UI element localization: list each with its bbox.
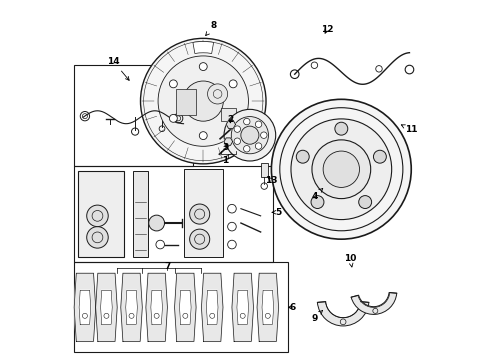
Circle shape [334, 122, 347, 135]
Polygon shape [236, 290, 248, 324]
Circle shape [358, 195, 371, 208]
Polygon shape [231, 273, 253, 341]
Polygon shape [96, 273, 117, 341]
Circle shape [158, 56, 248, 146]
Bar [221, 108, 235, 121]
Circle shape [373, 150, 386, 163]
Circle shape [243, 145, 249, 152]
Circle shape [296, 150, 308, 163]
Circle shape [260, 132, 266, 138]
Text: 2: 2 [227, 114, 234, 123]
Circle shape [189, 204, 209, 224]
Circle shape [148, 215, 164, 231]
Polygon shape [125, 290, 137, 324]
Circle shape [311, 140, 370, 199]
Text: 14: 14 [107, 57, 129, 80]
Circle shape [310, 195, 323, 208]
Circle shape [207, 84, 227, 104]
Circle shape [189, 229, 209, 249]
Wedge shape [192, 41, 213, 54]
Polygon shape [74, 273, 96, 341]
Bar [74, 65, 192, 166]
Circle shape [323, 151, 359, 188]
Polygon shape [257, 273, 278, 341]
Circle shape [255, 121, 261, 127]
Text: 6: 6 [288, 303, 295, 312]
Circle shape [234, 138, 240, 144]
Bar [176, 89, 196, 116]
Circle shape [86, 226, 108, 248]
Bar [183, 169, 223, 257]
Text: 1: 1 [221, 157, 227, 166]
Bar [74, 262, 287, 352]
Polygon shape [101, 290, 112, 324]
Circle shape [290, 119, 391, 220]
Polygon shape [121, 273, 142, 341]
Text: 5: 5 [272, 208, 281, 217]
Bar [74, 166, 273, 262]
Text: 8: 8 [205, 21, 217, 36]
Polygon shape [150, 290, 162, 324]
Circle shape [169, 80, 177, 88]
Circle shape [229, 114, 237, 122]
Circle shape [86, 205, 108, 226]
Circle shape [243, 118, 249, 125]
Circle shape [241, 126, 258, 144]
Text: 11: 11 [401, 125, 417, 134]
Text: 4: 4 [310, 189, 322, 201]
Polygon shape [226, 120, 235, 129]
Circle shape [199, 63, 207, 71]
Circle shape [183, 81, 223, 121]
Polygon shape [224, 138, 232, 145]
Polygon shape [201, 273, 223, 341]
Text: 9: 9 [310, 310, 322, 323]
Polygon shape [179, 290, 191, 324]
Polygon shape [145, 273, 167, 341]
Polygon shape [174, 273, 196, 341]
Text: 13: 13 [264, 176, 277, 185]
Circle shape [140, 39, 265, 164]
Circle shape [224, 109, 275, 161]
Circle shape [234, 126, 240, 132]
Polygon shape [79, 290, 91, 324]
Text: 3: 3 [222, 143, 228, 152]
Circle shape [169, 114, 177, 122]
Polygon shape [262, 290, 273, 324]
Circle shape [199, 132, 207, 140]
Circle shape [271, 99, 410, 239]
Bar [133, 171, 147, 257]
Text: 7: 7 [164, 262, 170, 271]
Circle shape [231, 117, 268, 154]
Bar [78, 171, 124, 257]
Wedge shape [350, 293, 396, 314]
Text: 12: 12 [320, 25, 332, 34]
Circle shape [229, 80, 237, 88]
Polygon shape [206, 290, 218, 324]
Text: 10: 10 [344, 255, 356, 267]
Circle shape [255, 143, 261, 149]
Bar [260, 163, 267, 177]
Wedge shape [317, 302, 368, 326]
